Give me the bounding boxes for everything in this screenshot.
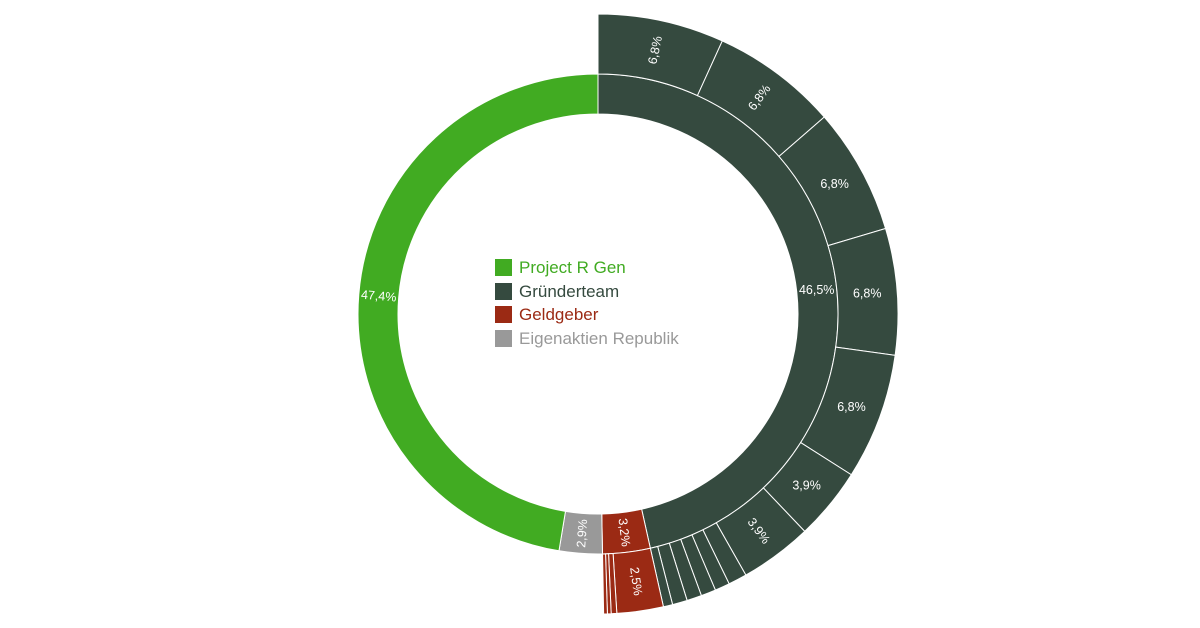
- legend-swatch: [495, 329, 512, 347]
- inner-slice-label-0: 47,4%: [360, 288, 396, 305]
- legend-swatch: [495, 259, 512, 277]
- legend-swatch: [495, 306, 512, 324]
- chart-legend: Project R Gen Gründerteam Geldgeber Eige…: [495, 256, 679, 350]
- outer-slice-label-2: 6,8%: [820, 177, 849, 191]
- outer-slice-label-13: 2,5%: [627, 566, 645, 596]
- legend-label: Project R Gen: [519, 258, 626, 277]
- outer-slice-label-3: 6,8%: [853, 287, 882, 301]
- legend-swatch: [495, 282, 512, 300]
- outer-slice-label-0: 6,8%: [645, 35, 665, 66]
- legend-label: Geldgeber: [519, 305, 599, 324]
- inner-slice-label-1: 46,5%: [799, 283, 834, 297]
- outer-slice-label-4: 6,8%: [837, 400, 866, 414]
- legend-item-project-r-gen[interactable]: Project R Gen: [495, 256, 679, 280]
- legend-item-geldgeber[interactable]: Geldgeber: [495, 303, 679, 327]
- outer-slice-label-5: 3,9%: [792, 478, 821, 492]
- legend-label: Gründerteam: [519, 281, 620, 301]
- outer-slice-16[interactable]: [602, 553, 608, 615]
- legend-item-gruenderteam[interactable]: Gründerteam: [495, 280, 679, 304]
- legend-label: Eigenaktien Republik: [519, 328, 679, 348]
- inner-slice-label-3: 2,9%: [574, 519, 590, 548]
- inner-slice-label-2: 3,2%: [616, 517, 633, 547]
- inner-slice-0[interactable]: [357, 73, 599, 552]
- legend-item-eigenaktien-republik[interactable]: Eigenaktien Republik: [495, 327, 679, 351]
